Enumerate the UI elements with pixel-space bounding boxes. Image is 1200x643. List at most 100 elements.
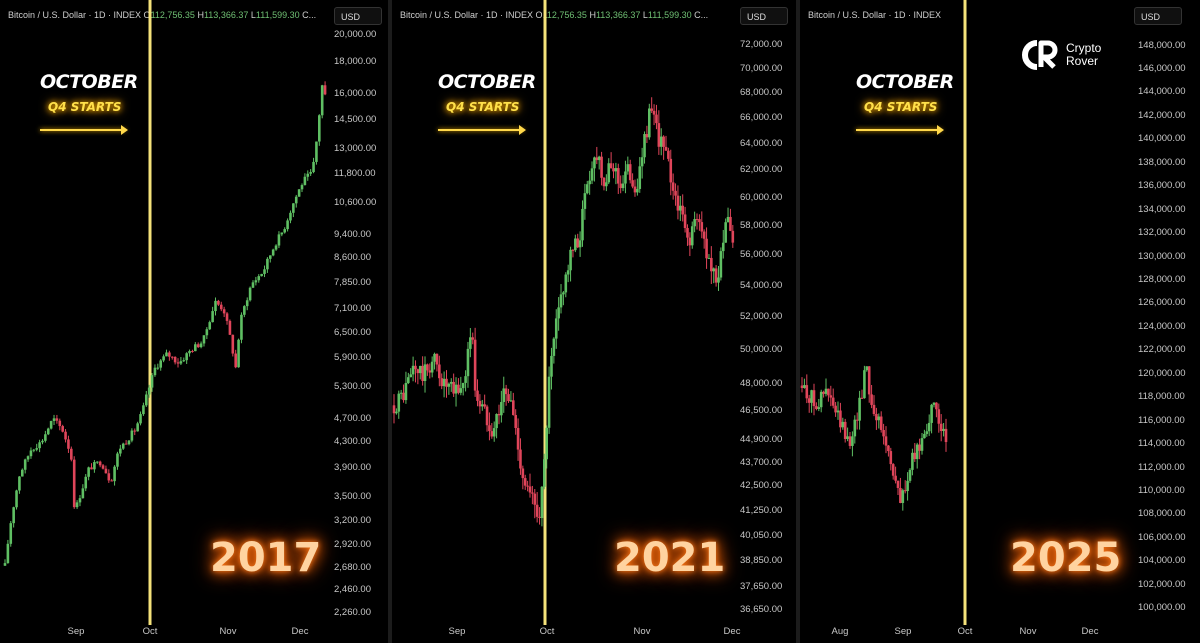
panel-divider — [796, 0, 800, 643]
candle-body — [113, 466, 116, 482]
candle-body — [38, 442, 41, 449]
currency-selector[interactable]: USD — [334, 7, 382, 25]
chart-panel-2021: Bitcoin / U.S. Dollar · 1D · INDEX O112,… — [392, 0, 796, 643]
y-tick-label: 120,000.00 — [1138, 367, 1186, 379]
x-tick-label: Dec — [1081, 626, 1099, 637]
candle-body — [514, 415, 517, 429]
candle-body — [168, 352, 171, 357]
low-label: L — [642, 10, 648, 20]
y-tick-label: 132,000.00 — [1138, 227, 1186, 239]
candle-body — [402, 392, 405, 401]
candle-body — [612, 168, 615, 172]
candle-body — [243, 306, 246, 315]
candle-body — [526, 485, 529, 487]
chart-panel-2017: Bitcoin / U.S. Dollar · 1D · INDEX O112,… — [0, 0, 388, 643]
candle-body — [717, 277, 720, 283]
candles-svg — [3, 0, 327, 625]
candle-body — [894, 475, 897, 481]
candle-body — [205, 329, 209, 336]
y-tick-label: 70,000.00 — [740, 62, 783, 74]
y-tick-label: 38,850.00 — [740, 554, 783, 566]
candle-body — [643, 134, 646, 158]
candle-body — [228, 320, 232, 335]
candle-body — [714, 268, 718, 283]
candle-body — [222, 309, 226, 314]
candle-body — [72, 459, 76, 508]
high-label: H — [589, 10, 596, 20]
low-value: 111,599.30 — [647, 10, 692, 20]
candle-body — [638, 166, 642, 189]
y-tick-label: 124,000.00 — [1138, 320, 1186, 332]
low-value: 111,599.30 — [255, 10, 300, 20]
candle-body — [839, 410, 842, 428]
y-tick-label: 128,000.00 — [1138, 274, 1186, 286]
candle-body — [583, 193, 587, 209]
y-tick-label: 130,000.00 — [1138, 250, 1186, 262]
candle-body — [827, 388, 830, 396]
candle-body — [182, 360, 186, 362]
candle-body — [911, 452, 914, 470]
candles-svg — [392, 0, 735, 625]
candle-body — [915, 444, 919, 460]
candle-body — [459, 388, 463, 393]
candle-body — [277, 234, 281, 246]
candle-body — [875, 413, 878, 421]
candle-body — [819, 391, 823, 408]
panel-divider — [388, 0, 392, 643]
candle-body — [202, 335, 206, 344]
october-label: OCTOBER — [40, 71, 138, 93]
candle-body — [927, 422, 931, 432]
candle-body — [554, 318, 558, 339]
arrow-right-icon — [856, 125, 944, 135]
candle-body — [416, 369, 420, 374]
candle-body — [483, 404, 486, 407]
y-tick-label: 3,900.00 — [334, 462, 371, 474]
y-tick-label: 2,680.00 — [334, 561, 371, 573]
candle-body — [464, 376, 467, 383]
y-tick-label: 118,000.00 — [1138, 391, 1185, 403]
candle-body — [671, 182, 675, 191]
october-label: OCTOBER — [856, 71, 954, 93]
candle-body — [674, 190, 677, 196]
close-label: C... — [302, 10, 317, 20]
candle-body — [831, 397, 835, 406]
candle-body — [807, 398, 811, 403]
brand-line-1: Crypto — [1066, 41, 1102, 55]
y-tick-label: 54,000.00 — [740, 279, 783, 291]
candle-body — [848, 436, 852, 446]
candles-svg — [800, 0, 967, 625]
currency-selector[interactable]: USD — [740, 7, 788, 25]
candle-body — [41, 440, 44, 443]
candle-body — [476, 390, 479, 401]
y-tick-label: 16,000.00 — [334, 87, 377, 99]
currency-selector[interactable]: USD — [1134, 7, 1182, 25]
open-label: O — [535, 10, 543, 20]
candle-body — [139, 414, 142, 424]
october-marker-line — [543, 0, 547, 625]
open-label: O — [143, 10, 151, 20]
candle-body — [245, 300, 249, 307]
candle-body — [552, 338, 556, 356]
q4-starts-label: Q4 STARTS — [864, 100, 938, 114]
candle-body — [681, 205, 685, 215]
y-tick-label: 4,300.00 — [334, 436, 371, 448]
high-value: 113,366.37 — [203, 10, 249, 20]
candle-body — [516, 428, 520, 450]
candle-body — [855, 419, 859, 421]
candle-body — [705, 238, 708, 259]
y-tick-label: 50,000.00 — [740, 344, 783, 356]
candle-body — [404, 383, 408, 401]
candle-body — [659, 136, 663, 147]
candle-body — [645, 134, 649, 138]
candle-body — [392, 405, 396, 414]
candle-body — [557, 307, 560, 319]
candle-body — [488, 425, 491, 432]
candle-body — [119, 448, 122, 454]
candle-body — [170, 356, 174, 358]
candle-body — [29, 450, 33, 457]
y-tick-label: 136,000.00 — [1138, 180, 1186, 192]
candle-body — [485, 406, 489, 426]
x-tick-label: Sep — [67, 626, 85, 637]
candle-body — [896, 480, 900, 488]
candle-body — [397, 393, 401, 412]
